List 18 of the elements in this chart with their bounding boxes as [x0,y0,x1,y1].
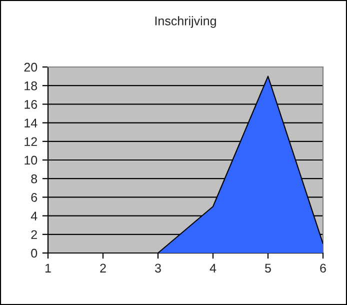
y-tick-label: 12 [24,137,37,146]
y-tick-label: 16 [24,100,38,109]
x-tick-label: 6 [320,264,326,273]
y-tick-label: 6 [31,193,38,202]
chart-title: Inschrijving [155,16,216,28]
x-tick-label: 5 [265,264,271,273]
x-tick-label: 2 [100,264,106,272]
y-tick-label: 10 [24,156,38,165]
y-tick-label: 4 [30,212,38,220]
y-tick-label: 18 [24,81,38,90]
y-tick-label: 20 [24,62,38,72]
y-tick-label: 0 [31,248,38,258]
y-tick-label: 14 [24,118,38,128]
y-tick-label: 8 [31,174,38,184]
x-tick-label: 4 [210,264,216,272]
x-tick-label: 1 [45,264,51,272]
y-tick-label: 2 [31,230,37,239]
x-tick-label: 3 [155,264,161,273]
